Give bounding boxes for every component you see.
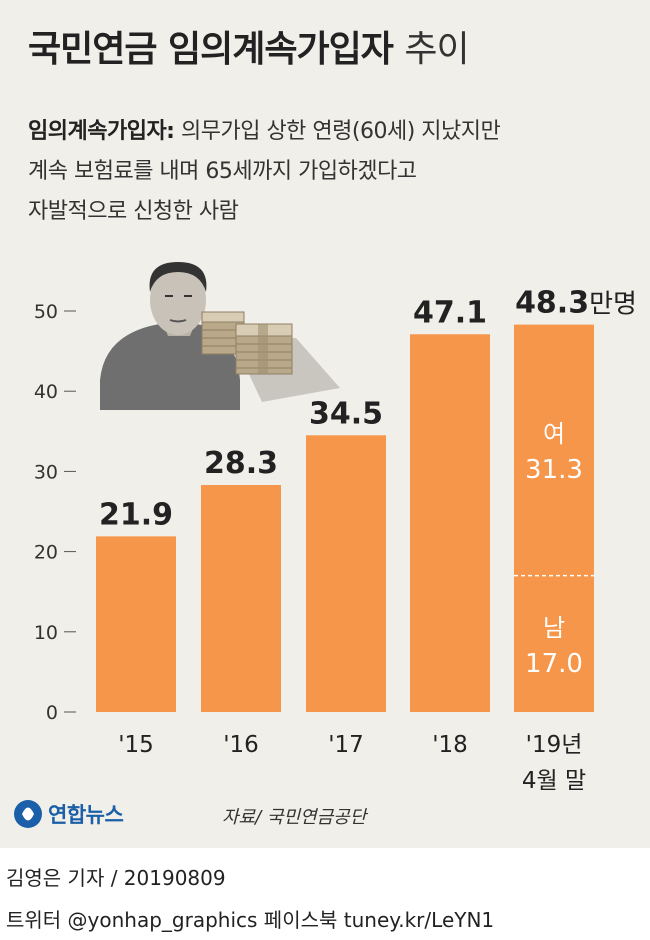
description-line-2: 계속 보험료를 내며 65세까지 가입하겠다고: [28, 159, 417, 184]
person-mouth: [169, 319, 187, 323]
bar-3: [410, 334, 490, 712]
description-line-3: 자발적으로 신청한 사람: [28, 199, 239, 224]
byline: 김영은 기자 / 20190809: [6, 866, 226, 890]
social-links: 트위터 @yonhap_graphics 페이스북 tuney.kr/LeYN1: [6, 908, 495, 932]
x-tick-label-3: '18: [432, 732, 468, 758]
male-label: 남: [543, 614, 565, 642]
y-tick-label-50: 50: [34, 301, 58, 323]
x-axis-labels: '15 '16 '17 '18 '19년 4월 말: [118, 732, 586, 794]
x-tick-label-4-line2: 4월 말: [522, 768, 586, 794]
y-tick-label-0: 0: [46, 702, 58, 724]
value-label-1: 28.3: [204, 446, 278, 481]
value-label-0: 21.9: [99, 497, 173, 532]
bar-0: [96, 536, 176, 712]
male-value: 17.0: [525, 649, 583, 679]
source-text: 자료/ 국민연금공단: [222, 807, 367, 828]
bar-1: [201, 485, 281, 712]
logo-text: 연합뉴스: [48, 803, 124, 827]
value-label-4: 48.3만명: [515, 286, 637, 321]
value-label-2: 34.5: [309, 396, 383, 431]
description: 임의계속가입자: 의무가입 상한 연령(60세) 지났지만 계속 보험료를 내며…: [28, 112, 638, 232]
bar-2: [306, 435, 386, 712]
yonhap-logo-icon: [14, 800, 42, 828]
description-term: 임의계속가입자:: [28, 119, 175, 144]
unit-label: 만명: [589, 290, 637, 320]
y-tick-label-30: 30: [34, 461, 58, 483]
x-tick-label-0: '15: [118, 732, 154, 758]
chart-title: 국민연금 임의계속가입자 추이: [28, 20, 470, 72]
y-tick-label-20: 20: [34, 542, 58, 564]
y-tick-label-40: 40: [34, 381, 58, 403]
value-label-number: 48.3: [515, 286, 589, 321]
x-tick-label-1: '16: [223, 732, 259, 758]
money-stack-right: [235, 323, 293, 375]
value-label-3: 47.1: [413, 295, 487, 330]
person-face: [150, 265, 206, 335]
title-suffix: 추이: [404, 29, 469, 70]
description-line-1: 임의계속가입자: 의무가입 상한 연령(60세) 지났지만: [28, 112, 638, 152]
x-tick-label-2: '17: [328, 732, 364, 758]
x-tick-label-4: '19년: [526, 732, 583, 758]
description-text-1: 의무가입 상한 연령(60세) 지났지만: [180, 119, 501, 144]
person-money-illustration: [100, 262, 340, 410]
y-axis: 0 10 20 30 40 50: [34, 301, 76, 724]
yonhap-logo: 연합뉴스: [12, 795, 124, 833]
female-label: 여: [543, 420, 565, 448]
female-value: 31.3: [525, 455, 583, 485]
y-tick-label-10: 10: [34, 622, 58, 644]
bars: [96, 324, 594, 712]
bar-4: [514, 324, 594, 712]
title-main: 국민연금 임의계속가입자: [28, 29, 394, 70]
person-hair: [149, 262, 207, 292]
